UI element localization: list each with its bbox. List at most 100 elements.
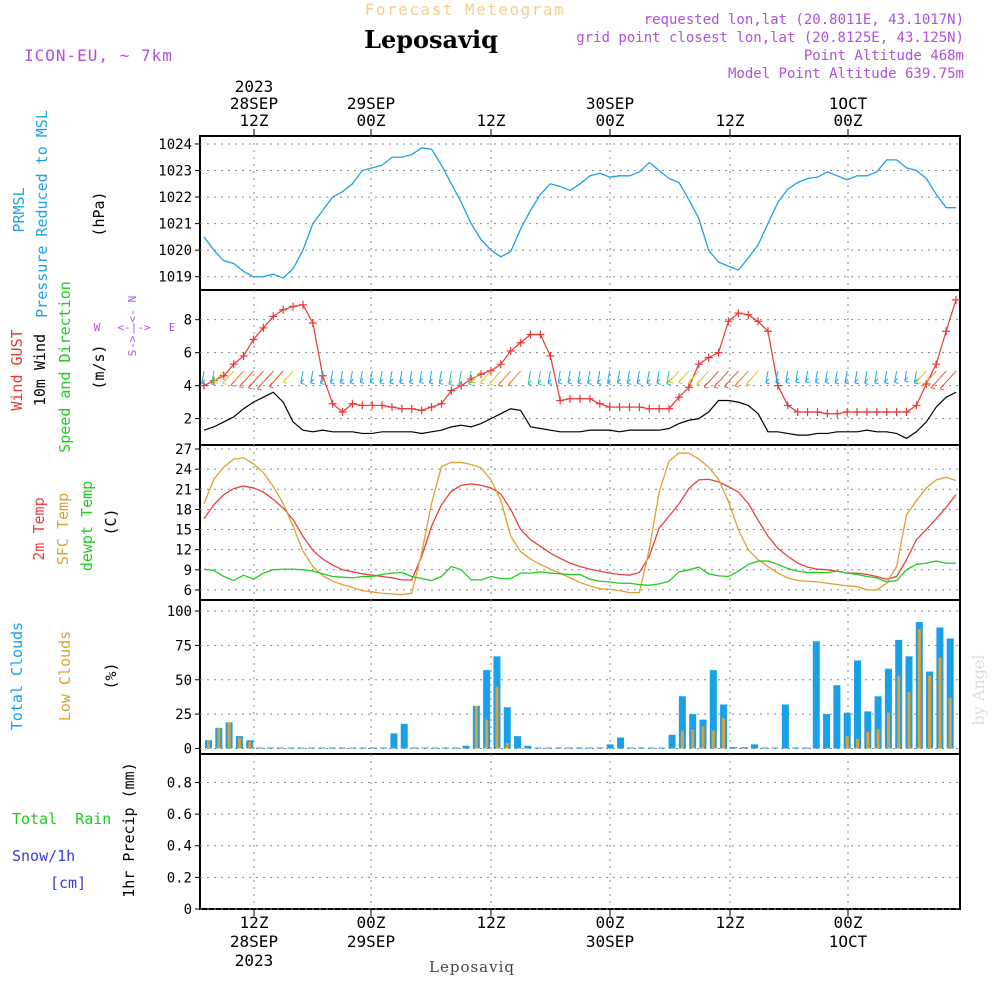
y-tick-label: 0 [184,742,192,758]
y-tick-label: 24 [175,462,192,478]
wind-gust-point [853,408,862,417]
top-hour-label: 12Z [477,111,506,130]
top-hour-label: 00Z [357,111,386,130]
wind-gust-point [397,404,406,413]
y-tick-label: 100 [167,604,192,620]
wind-direction-arrow [320,370,325,385]
wind-gust-point [249,335,258,344]
total-clouds-bar [740,747,748,749]
wind-direction-arrow [834,370,840,385]
wind-direction-arrow [785,370,790,384]
y-tick-label: 8 [184,313,192,329]
wind-direction-arrow [557,370,563,385]
bottom-hour-label: 12Z [716,913,745,932]
wind-direction-arrow [497,370,512,387]
wind-gust-point [298,300,307,309]
y-tick-label: 18 [175,502,192,518]
wind-gust-point [417,406,426,415]
y-tick-label: 9 [184,563,192,579]
wind-direction-arrow [734,370,749,388]
wind-direction-arrow [775,370,780,385]
wind-direction-arrow [587,370,592,385]
wind-gust-point [882,408,891,417]
wind-direction-arrow [616,370,622,385]
total-clouds-bar [833,685,841,749]
low-clouds-bar [485,719,489,749]
total-clouds-bar [864,711,872,749]
y-tick-label: 75 [175,638,192,654]
y-tick-label: 4 [184,379,192,395]
wind-direction-arrow [577,370,582,385]
low-clouds-bar [917,628,921,749]
wind-direction-arrow [864,370,869,385]
model-altitude: Model Point Altitude 639.75m [728,66,964,82]
y-tick-label: 27 [175,442,192,458]
wind-direction-arrow [696,370,710,386]
wind-gust-point [536,330,545,339]
wind-gust-point [684,383,693,392]
wind-direction-arrow [468,370,473,386]
wind-gust-point [862,408,871,417]
wind-gust-point [348,399,357,408]
model-label: ICON-EU, ~ 7km [24,46,173,65]
cloud-bars [205,622,954,749]
bottom-hour-label: 12Z [477,913,506,932]
wind-gust-point [932,360,941,369]
wind-direction-arrow [824,370,830,384]
wind-direction-arrow [339,370,345,385]
wind-gust-point [764,327,772,336]
low-clouds-label: Low Clouds [56,631,74,721]
bottom-date-label: 1OCT [829,932,868,951]
wind-gust-point [773,381,782,390]
total-clouds-bar [308,747,316,749]
low-clouds-bar [866,732,870,749]
point-altitude: Point Altitude 468m [804,48,964,64]
low-clouds-bar [845,736,849,749]
bottom-date-label: 29SEP [347,932,395,951]
compass-south-arrow: -> [126,335,139,349]
wind-direction-arrow [805,370,810,384]
top-hour-label: 12Z [716,111,745,130]
total-clouds-bar [586,747,594,749]
wind-gust-point [595,399,604,408]
y-tick-label: 0 [184,902,192,918]
top-date-label: 28SEP [230,94,278,113]
wind-series [200,295,960,440]
wind-gust-point [239,351,248,360]
total-clouds-bar [297,747,305,749]
y-tick-label: 12 [175,543,192,559]
wind-direction-arrow [666,370,671,386]
temp-dewpt-line [203,560,956,586]
wind-direction-arrow [922,370,937,388]
wind-direction-arrow [213,370,225,384]
total-clouds-bar [452,747,460,749]
wind-direction-arrow [389,370,394,385]
total-clouds-bar [843,712,851,749]
wind-panel-frame [199,289,961,446]
wind-gust-point [783,401,792,410]
total-clouds-bar [750,744,758,749]
low-clouds-bar [248,741,252,749]
wind-gust-point [694,360,703,369]
y-tick-label: 1020 [158,243,192,259]
pressure-series [203,147,956,279]
wind-gust-point [229,360,238,369]
total-clouds-bar [338,747,346,749]
bottom-year-label: 2023 [235,951,274,970]
low-clouds-bar [237,737,241,749]
wind-gust-point [952,295,960,304]
total-clouds-bar [544,747,552,749]
precip-panel-frame [199,753,961,910]
wind-gust-point [388,403,396,412]
wind-gust-point [724,317,733,326]
wind-gust-point [833,409,842,418]
wind-gust-point [645,404,654,413]
total-clouds-bar [421,747,429,749]
wind-gust-point [546,351,555,360]
total-clouds-label: Total Clouds [8,622,26,730]
compass-legend: N <- W E <-|-> -> S [94,296,176,357]
total-clouds-bar [823,714,831,749]
bottom-hour-label: 12Z [240,913,269,932]
top-hour-label: 12Z [240,111,269,130]
pressure-panel-frame [199,135,961,291]
